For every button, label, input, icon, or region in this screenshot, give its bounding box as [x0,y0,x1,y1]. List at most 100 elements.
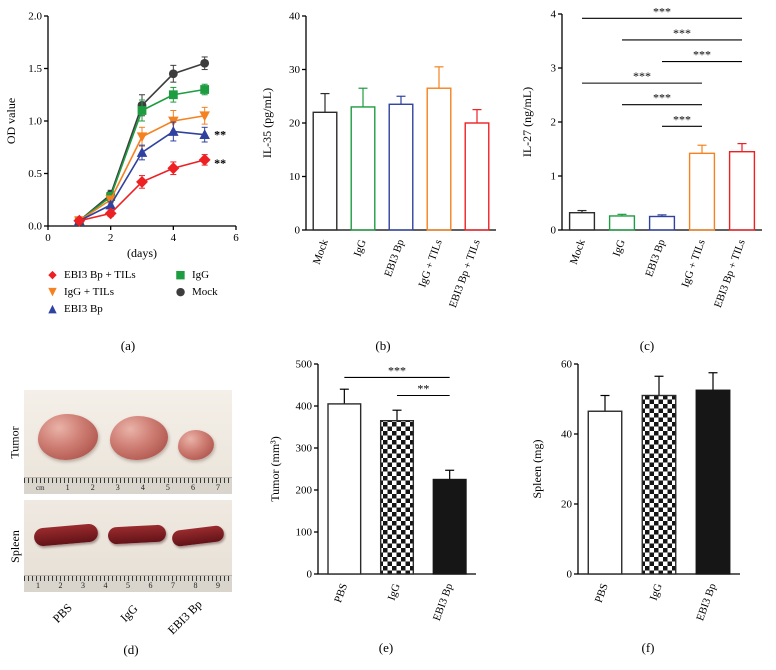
bar-EBI3 Bp + TILs [464,122,490,231]
panel-label-a: (a) [120,338,136,353]
category-label: PBS [593,582,611,605]
panel-label-d: (d) [123,642,139,657]
y-tick-label: 1.5 [28,63,42,75]
y-axis-label: IL-35 (pg/mL) [260,88,274,158]
bar-Mock [312,111,338,231]
diamond-marker-icon [198,153,211,166]
y-axis-label: Tumor (mm³) [268,436,282,502]
bar-IgG [350,106,376,231]
ruler-number: 9 [216,581,220,590]
ruler-numbers: cm 1 2 3 4 5 6 7 [24,483,232,493]
significance-label: *** [673,26,691,40]
bar-EBI3 Bp + TILs [728,150,756,231]
ruler-number: 1 [65,483,70,492]
legend-item: ● Mock [174,283,250,300]
triangle-down-marker-icon [199,111,210,122]
series-EBI3 Bp + TILs [73,153,211,227]
circle-icon: ● [175,285,186,298]
legend-item: ◆ EBI3 Bp + TILs [46,266,174,283]
triangle-down-marker-icon [136,132,148,143]
ruler-number: 3 [115,483,120,492]
photo-col-labels: PBS IgG EBI3 Bp [24,592,256,644]
spleen-specimen-pbs [33,523,99,547]
bar-IgG [379,419,415,575]
spleen-ruler: 1 2 3 4 5 6 7 8 9 [24,575,232,592]
y-tick-label: 30 [289,64,301,76]
y-tick-label: 0 [307,569,313,581]
panel-b: 0 10 20 30 40 IL-35 (pg/mL) Mock IgG EBI3 Bp IgG … [258,2,508,354]
significance-label: *** [633,69,651,83]
y-tick-label: 1.0 [28,116,42,128]
diamond-marker-icon [167,162,180,175]
category-label: EBI3 Bp + TILs [447,238,483,309]
y-axis-label: OD value [4,98,18,144]
category-label: EBI3 Bp [431,581,456,622]
diamond-icon: ◆ [48,268,57,281]
x-tick-label: 0 [45,232,51,244]
photo-column-label: PBS [49,600,75,626]
category-label: EBI3 Bp + TILs [712,238,748,309]
triangle-up-marker-icon [199,129,210,140]
ruler-number: 5 [165,483,170,492]
category-label: IgG + TILs [416,238,444,289]
y-tick-label: 100 [296,527,313,539]
bar-PBS [587,410,623,575]
bar-IgG + TILs [426,87,452,231]
x-tick-label: 2 [108,232,114,244]
y-tick-label: 1 [551,171,557,183]
legend-item: ▼ IgG + TILs [46,283,174,300]
square-marker-icon [168,90,178,100]
legend-label: EBI3 Bp + TILs [64,268,136,281]
x-tick-label: 4 [171,232,177,244]
y-tick-label: 300 [296,443,313,455]
tumor-row-label: Tumor [7,425,22,459]
square-icon: ■ [175,268,186,281]
panel-label-b: (b) [375,338,391,353]
diamond-marker-icon [136,175,148,188]
tumor-specimen-pbs [38,414,98,460]
legend-item: ■ IgG [174,266,250,283]
y-tick-label: 40 [561,429,573,441]
category-label: PBS [332,582,350,605]
significance-label: *** [653,91,671,105]
panel-label-f: (f) [641,640,655,655]
photo-grid: Tumor cm 1 2 3 4 5 6 7 Spleen 1 2 3 4 [6,390,256,592]
y-tick-label: 0.0 [28,221,42,233]
triangle-up-marker-icon [168,126,179,136]
significance-label: *** [653,4,671,18]
y-tick-label: 20 [561,499,573,511]
tumor-specimen-ebi3bp [178,430,214,460]
circle-marker-icon [200,58,210,68]
legend-item: ▲ EBI3 Bp [46,300,174,317]
bar-PBS [327,403,362,575]
significance-label: *** [388,363,406,377]
ruler-number: 4 [103,581,108,590]
photo-column-label: IgG [117,601,141,625]
bar-EBI3 Bp [432,478,467,575]
y-tick-label: 0 [567,569,573,581]
ruler-ticks [24,478,232,483]
square-marker-icon [137,106,147,115]
ruler-number: 2 [90,483,95,492]
category-label: IgG [648,582,665,602]
tumor-specimen-igg [110,416,168,460]
y-tick-label: 0 [295,225,301,237]
ruler-number: 6 [190,483,195,492]
bar-IgG [641,394,677,575]
category-label: EBI3 Bp [694,581,719,622]
x-axis-label: (days) [127,246,157,260]
bar-EBI3 Bp [695,389,731,575]
il35-bar-chart: 0 10 20 30 40 IL-35 (pg/mL) Mock IgG EBI3 Bp IgG … [260,11,496,309]
spleen-specimen-igg [107,524,167,545]
y-tick-label: 10 [289,171,301,183]
y-tick-label: 0 [551,225,557,237]
y-tick-label: 60 [561,359,573,371]
legend-label: IgG + TILs [64,285,114,298]
tumor-photo: cm 1 2 3 4 5 6 7 [24,390,232,494]
ruler-number: 7 [171,581,175,590]
panel-e: 0 100 200 300 400 500 Tumor (mm³) PBS IgG EBI3 Bp… [266,350,506,656]
bar-IgG + TILs [688,152,716,231]
y-tick-label: 400 [296,401,313,413]
y-tick-label: 2.0 [28,11,42,23]
